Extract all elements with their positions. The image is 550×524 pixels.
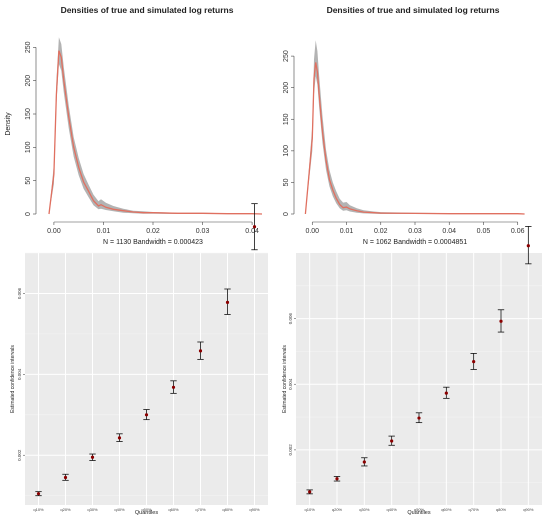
quantile-ci-panel-2: 0.002 0.004 0.006 q10% q20% q30% q40% q50% q60% q… <box>282 226 542 516</box>
y-tick-label: 50 <box>283 178 290 186</box>
y-tick-label: 100 <box>25 141 32 153</box>
estimate-point <box>499 319 503 323</box>
estimate-point <box>390 439 394 443</box>
x-tick-label: q50% <box>414 507 425 512</box>
y-tick-label: 0.006 <box>17 287 22 299</box>
x-axis-label: Quantiles <box>135 510 158 516</box>
true-density-line <box>304 62 525 215</box>
x-tick-label: q20% <box>332 507 343 512</box>
y-axis-label: Estimated confidence intervals <box>10 345 16 413</box>
y-tick-label: 150 <box>25 108 32 120</box>
x-tick-label: 0.01 <box>97 228 111 235</box>
x-tick-label: q60% <box>441 507 452 512</box>
y-tick-label: 0 <box>25 212 32 216</box>
x-tick-label: q90% <box>249 507 260 512</box>
x-tick-label: 0.01 <box>340 228 354 235</box>
density-title: Densities of true and simulated log retu… <box>327 5 500 15</box>
y-tick-label: 0.004 <box>288 378 293 390</box>
y-tick-label: 0.006 <box>288 312 293 324</box>
x-tick-label: q80% <box>496 507 507 512</box>
estimate-point <box>198 349 203 353</box>
x-tick-label: q70% <box>469 507 480 512</box>
y-axis-label: Estimated confidence intervals <box>282 345 288 413</box>
true-density-line <box>48 50 263 215</box>
x-tick-label: 0.04 <box>442 228 456 235</box>
x-tick-label: 0.05 <box>477 228 491 235</box>
x-tick-label: q80% <box>222 507 233 512</box>
x-tick-label: q30% <box>87 507 98 512</box>
x-tick-label: 0.03 <box>408 228 422 235</box>
x-axis-label: N = 1062 Bandwidth = 0.0004851 <box>363 239 467 246</box>
y-tick-label: 0.002 <box>288 444 293 456</box>
x-tick-label: q60% <box>168 507 179 512</box>
simulated-density-band <box>49 37 262 214</box>
x-tick-label: 0.02 <box>146 228 160 235</box>
x-tick-label: 0.00 <box>47 228 61 235</box>
estimate-point <box>417 416 421 420</box>
x-tick-label: q70% <box>195 507 206 512</box>
estimate-point <box>63 475 68 480</box>
density-panel-2: Densities of true and simulated log retu… <box>283 5 525 246</box>
estimate-point <box>472 360 476 364</box>
y-tick-label: 100 <box>283 145 290 157</box>
y-tick-label: 250 <box>283 50 290 62</box>
estimate-point <box>225 300 230 304</box>
density-panel-1: Densities of true and simulated log retu… <box>5 5 263 246</box>
estimate-point <box>362 460 366 464</box>
estimate-point <box>90 455 95 459</box>
x-tick-label: q40% <box>114 507 125 512</box>
x-tick-label: q20% <box>60 507 71 512</box>
estimate-point <box>36 492 41 496</box>
x-axis-label: Quantiles <box>407 510 430 516</box>
y-tick-label: 50 <box>25 177 32 185</box>
estimate-point <box>144 413 149 417</box>
x-tick-label: q10% <box>33 507 44 512</box>
density-title: Densities of true and simulated log retu… <box>61 5 234 15</box>
estimate-point <box>117 436 122 440</box>
x-tick-label: q90% <box>523 507 534 512</box>
y-tick-label: 250 <box>25 41 32 53</box>
y-tick-label: 200 <box>25 75 32 87</box>
x-tick-label: 0.04 <box>245 228 259 235</box>
y-tick-label: 0 <box>283 212 290 216</box>
estimate-point <box>171 385 176 389</box>
y-tick-label: 150 <box>283 113 290 125</box>
x-axis-label: N = 1130 Bandwidth = 0.000423 <box>103 239 203 246</box>
x-tick-label: q40% <box>387 507 398 512</box>
x-tick-label: 0.06 <box>511 228 525 235</box>
simulated-density-band <box>305 40 525 214</box>
estimate-point <box>252 225 257 229</box>
x-tick-label: 0.02 <box>374 228 388 235</box>
y-tick-label: 200 <box>283 82 290 94</box>
x-tick-label: q50% <box>141 507 152 512</box>
y-tick-label: 0.004 <box>17 368 22 380</box>
quantile-ci-panel-1: 0.002 0.004 0.006 q10% q20% q30% q40% q50% q60% q… <box>10 203 268 516</box>
x-tick-label: 0.03 <box>196 228 210 235</box>
y-axis-label: Density <box>5 112 12 136</box>
y-tick-label: 0.002 <box>17 449 22 461</box>
x-tick-label: 0.00 <box>305 228 319 235</box>
x-tick-label: q30% <box>359 507 370 512</box>
estimate-point <box>335 477 339 481</box>
estimate-point <box>526 244 530 248</box>
x-tick-label: q10% <box>305 507 316 512</box>
estimate-point <box>444 391 448 395</box>
estimate-point <box>308 490 312 494</box>
